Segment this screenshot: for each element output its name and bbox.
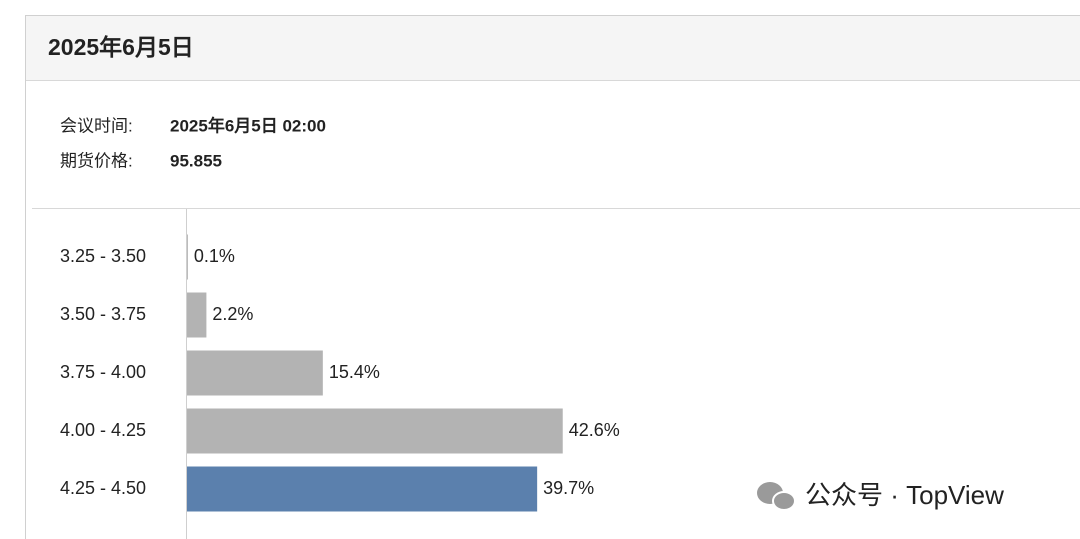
meta-value: 2025年6月5日 02:00 [170, 115, 326, 135]
category-label: 3.25 - 3.50 [60, 246, 146, 266]
meta-label: 会议时间: [60, 116, 133, 135]
category-label: 3.75 - 4.00 [60, 362, 146, 382]
bar [187, 408, 563, 454]
value-label: 42.6% [569, 420, 620, 440]
category-label: 4.00 - 4.25 [60, 420, 146, 440]
panel-border [25, 15, 1080, 539]
header-band [26, 16, 1080, 80]
category-label: 3.50 - 3.75 [60, 304, 146, 324]
meta-value: 95.855 [170, 151, 222, 170]
bar [187, 234, 188, 280]
watermark-icon [757, 482, 796, 511]
value-label: 15.4% [329, 362, 380, 382]
category-label: 4.25 - 4.50 [60, 478, 146, 498]
value-label: 0.1% [194, 246, 235, 266]
value-label: 39.7% [543, 478, 594, 498]
meta-label: 期货价格: [60, 151, 133, 170]
header-title: 2025年6月5日 [48, 34, 194, 60]
bar [187, 292, 207, 338]
watermark: 公众号 · TopView [805, 480, 1004, 510]
value-label: 2.2% [212, 304, 253, 324]
bar [187, 466, 538, 512]
bar [187, 350, 323, 396]
